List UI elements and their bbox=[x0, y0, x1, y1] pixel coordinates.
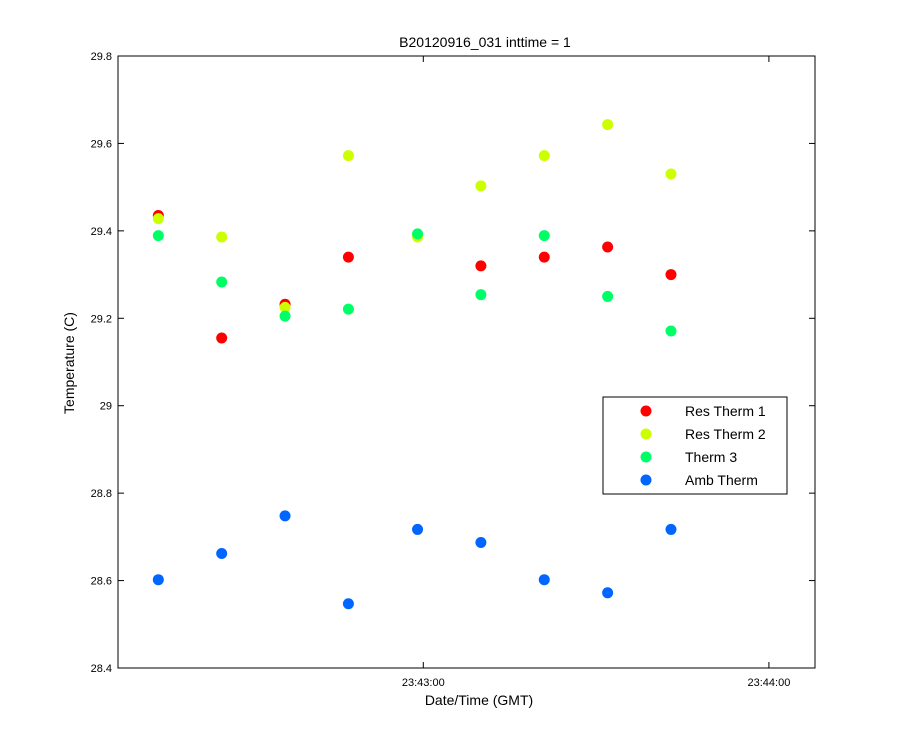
y-axis-label: Temperature (C) bbox=[61, 312, 77, 414]
data-point bbox=[152, 230, 164, 242]
data-point bbox=[665, 269, 677, 281]
y-tick-label: 29.8 bbox=[91, 51, 112, 63]
data-point bbox=[475, 289, 487, 301]
series-amb-therm bbox=[152, 510, 677, 610]
axes: 28.4 28.6 28.8 29 29.2 29.4 29.6 29.8 23:43:00 23… bbox=[91, 51, 816, 689]
legend-box bbox=[602, 396, 788, 495]
x-tick-label: 23:43:00 bbox=[402, 677, 445, 689]
legend-marker bbox=[640, 474, 652, 486]
data-point bbox=[475, 537, 487, 549]
data-point bbox=[279, 510, 291, 522]
legend-marker bbox=[640, 428, 652, 440]
y-tick-label: 28.6 bbox=[91, 576, 112, 588]
legend: Res Therm 1 Res Therm 2 Therm 3 Amb Therm bbox=[602, 396, 788, 495]
data-point bbox=[665, 325, 677, 337]
x-tick-label: 23:44:00 bbox=[748, 677, 791, 689]
series-therm-3 bbox=[152, 228, 677, 337]
data-point bbox=[602, 119, 614, 131]
data-point bbox=[538, 150, 550, 162]
data-point bbox=[538, 574, 550, 586]
data-point bbox=[475, 180, 487, 192]
data-point bbox=[279, 310, 291, 322]
chart-title: B20120916_031 inttime = 1 bbox=[399, 34, 571, 50]
data-point bbox=[665, 168, 677, 180]
data-point bbox=[342, 598, 354, 610]
data-point bbox=[412, 523, 424, 535]
data-point bbox=[152, 574, 164, 586]
data-point bbox=[216, 547, 228, 559]
data-point bbox=[665, 523, 677, 535]
legend-marker bbox=[640, 405, 652, 417]
y-tick-label: 29.6 bbox=[91, 138, 112, 150]
data-point bbox=[602, 241, 614, 253]
data-point bbox=[216, 231, 228, 243]
data-point bbox=[538, 251, 550, 263]
y-tick-label: 28.8 bbox=[91, 488, 112, 500]
data-point bbox=[279, 301, 291, 313]
data-point bbox=[342, 150, 354, 162]
legend-label: Therm 3 bbox=[685, 449, 737, 465]
series-res-therm-2 bbox=[152, 119, 677, 313]
plot-area bbox=[152, 119, 677, 610]
legend-label: Res Therm 1 bbox=[685, 403, 766, 419]
x-axis-label: Date/Time (GMT) bbox=[425, 692, 533, 708]
data-point bbox=[216, 276, 228, 288]
legend-label: Res Therm 2 bbox=[685, 426, 766, 442]
legend-marker bbox=[640, 451, 652, 463]
data-point bbox=[602, 290, 614, 302]
plot-frame bbox=[117, 55, 816, 669]
data-point bbox=[602, 587, 614, 599]
y-tick-label: 29.2 bbox=[91, 313, 112, 325]
data-point bbox=[342, 303, 354, 315]
y-tick-label: 29 bbox=[100, 401, 112, 413]
data-point bbox=[342, 251, 354, 263]
data-point bbox=[216, 332, 228, 344]
data-point bbox=[412, 228, 424, 240]
legend-label: Amb Therm bbox=[685, 472, 758, 488]
data-point bbox=[475, 260, 487, 272]
y-tick-label: 29.4 bbox=[91, 226, 112, 238]
data-point bbox=[538, 230, 550, 242]
y-tick-label: 28.4 bbox=[91, 663, 112, 675]
data-point bbox=[152, 213, 164, 225]
